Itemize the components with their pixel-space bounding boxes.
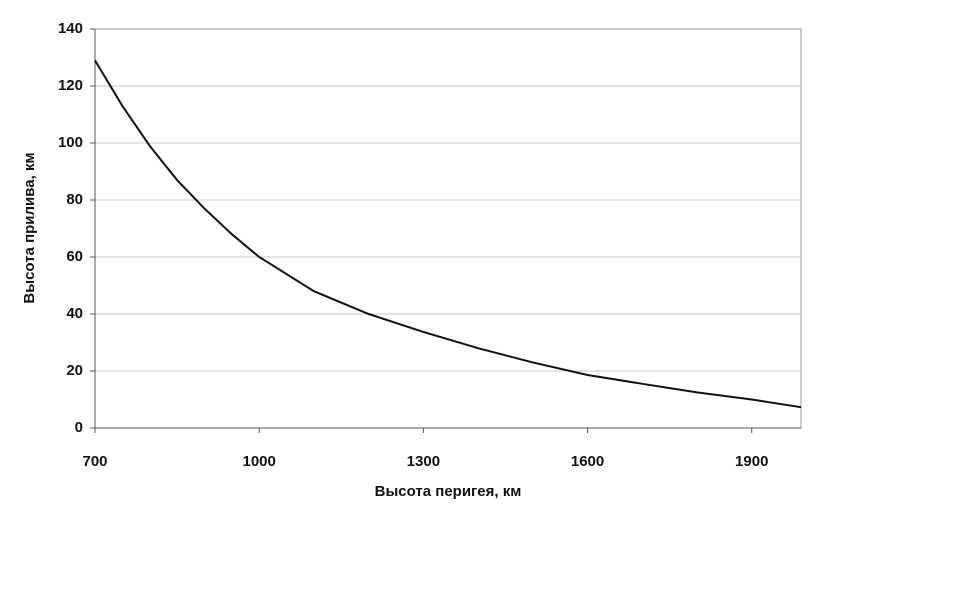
y-axis-label: Высота прилива, км <box>21 152 38 303</box>
plot-frame <box>94 28 802 429</box>
y-tick-label: 80 <box>66 191 83 208</box>
x-tick-label: 700 <box>82 453 107 470</box>
y-tick-label: 0 <box>75 419 83 436</box>
y-tick-label: 60 <box>66 248 83 265</box>
x-axis-label: Высота перигея, км <box>375 483 522 500</box>
y-tick-label: 140 <box>58 20 83 37</box>
x-tick-label: 1300 <box>407 453 440 470</box>
x-tick-label: 1600 <box>571 453 604 470</box>
x-tick-label: 1900 <box>735 453 768 470</box>
x-tick-label: 1000 <box>242 453 275 470</box>
data-line <box>94 59 802 409</box>
y-tick-label: 40 <box>66 305 83 322</box>
y-tick-label: 100 <box>58 134 83 151</box>
y-tick-label: 120 <box>58 77 83 94</box>
y-tick-label: 20 <box>66 362 83 379</box>
